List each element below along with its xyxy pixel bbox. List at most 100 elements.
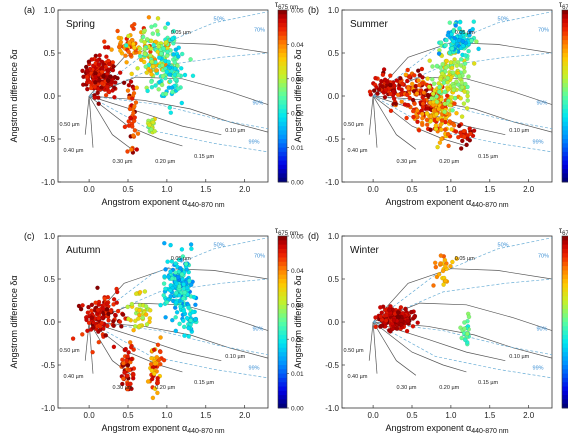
data-point xyxy=(132,104,137,109)
data-point xyxy=(143,64,149,69)
data-point xyxy=(177,321,182,327)
data-point xyxy=(135,66,140,71)
data-point xyxy=(110,88,115,93)
data-point xyxy=(88,85,94,91)
grid-label-radius: 0.50 µm xyxy=(60,348,80,354)
data-point xyxy=(445,75,451,81)
data-point xyxy=(133,291,139,297)
colorbar-segment xyxy=(562,352,568,357)
data-point xyxy=(86,320,92,326)
data-point xyxy=(465,93,470,99)
grid-label-radius: 0.40 µm xyxy=(347,374,367,380)
data-point xyxy=(142,51,148,57)
data-point xyxy=(106,318,111,323)
data-point xyxy=(102,45,108,50)
data-point xyxy=(128,52,133,58)
y-tick-label: 0.5 xyxy=(44,49,56,58)
data-point xyxy=(112,312,118,318)
data-point xyxy=(84,74,90,80)
x-tick-label: 0.5 xyxy=(406,411,418,420)
data-point xyxy=(136,316,141,321)
x-tick-label: 0.0 xyxy=(84,185,96,194)
data-point xyxy=(143,304,149,309)
data-point xyxy=(133,318,138,324)
data-point xyxy=(137,289,143,295)
panel-label: (c) xyxy=(24,231,35,241)
colorbar-segment xyxy=(562,31,568,37)
x-tick-label: 1.5 xyxy=(484,411,496,420)
data-point xyxy=(150,120,156,125)
data-point xyxy=(129,96,135,101)
data-point xyxy=(160,73,166,79)
panel-d: 0.50 µm 0.40 µm 0.30 µm 0.20 µm 0.15 µm 0.10 … xyxy=(293,226,568,435)
data-point xyxy=(105,78,111,83)
colorbar-label: τ675 nm xyxy=(275,226,298,237)
data-point xyxy=(173,270,178,275)
colorbar-segment xyxy=(278,14,287,19)
grid-line-dashed xyxy=(372,278,552,323)
data-point xyxy=(133,100,139,105)
data-point xyxy=(459,114,465,119)
colorbar-segment xyxy=(278,100,287,105)
data-point xyxy=(148,127,154,132)
data-point xyxy=(132,128,138,133)
data-point xyxy=(410,324,416,329)
colorbar-segment xyxy=(278,134,287,140)
x-tick-label: 1.5 xyxy=(200,411,212,420)
colorbar-segment xyxy=(278,403,287,409)
colorbar-segment xyxy=(562,151,568,157)
data-point xyxy=(378,305,383,310)
colorbar-segment xyxy=(278,270,287,276)
data-point xyxy=(127,40,132,45)
data-point xyxy=(382,77,388,82)
data-point xyxy=(173,290,179,296)
panel-label: (d) xyxy=(308,231,319,241)
data-point xyxy=(461,65,467,70)
data-point xyxy=(181,308,187,314)
colorbar-segment xyxy=(562,287,568,293)
data-point xyxy=(410,97,416,103)
data-point xyxy=(80,68,85,74)
data-point xyxy=(163,40,169,45)
data-point xyxy=(394,78,399,83)
x-tick-label: 0.0 xyxy=(368,411,380,420)
colorbar-segment xyxy=(562,334,568,340)
data-point xyxy=(432,260,438,266)
data-point xyxy=(179,247,185,252)
colorbar-segment xyxy=(562,377,568,383)
colorbar-tick-label: 0.04 xyxy=(291,42,304,49)
data-point xyxy=(438,122,443,128)
data-point xyxy=(457,19,463,25)
data-point xyxy=(405,78,410,84)
x-tick-label: 2.0 xyxy=(239,411,251,420)
data-point xyxy=(171,52,176,57)
data-point xyxy=(121,376,126,381)
grid-line-solid xyxy=(88,321,222,362)
data-point xyxy=(174,310,180,315)
data-point xyxy=(420,95,425,100)
data-point xyxy=(435,144,440,150)
data-point xyxy=(111,297,117,302)
data-point xyxy=(169,276,175,281)
colorbar-segment xyxy=(278,31,287,37)
data-point xyxy=(446,87,451,92)
colorbar-segment xyxy=(278,343,287,349)
data-point xyxy=(131,327,136,333)
data-point xyxy=(451,39,456,44)
colorbar-segment xyxy=(278,291,287,297)
data-point xyxy=(129,386,134,392)
x-tick-label: 1.5 xyxy=(200,185,212,194)
data-point xyxy=(152,386,158,392)
data-point xyxy=(125,373,130,378)
colorbar-segment xyxy=(562,169,568,174)
data-point xyxy=(190,73,196,79)
x-tick-label: 0.0 xyxy=(84,411,96,420)
data-point xyxy=(451,123,457,128)
data-point xyxy=(439,136,444,142)
panel-c: 0.50 µm 0.40 µm 0.30 µm 0.20 µm 0.15 µm 0.10 … xyxy=(9,226,304,435)
data-point xyxy=(164,53,170,59)
data-point xyxy=(127,106,133,112)
colorbar-segment xyxy=(562,113,568,118)
colorbar-tick-label: 0.01 xyxy=(291,145,304,152)
y-tick-label: 0.5 xyxy=(44,275,56,284)
